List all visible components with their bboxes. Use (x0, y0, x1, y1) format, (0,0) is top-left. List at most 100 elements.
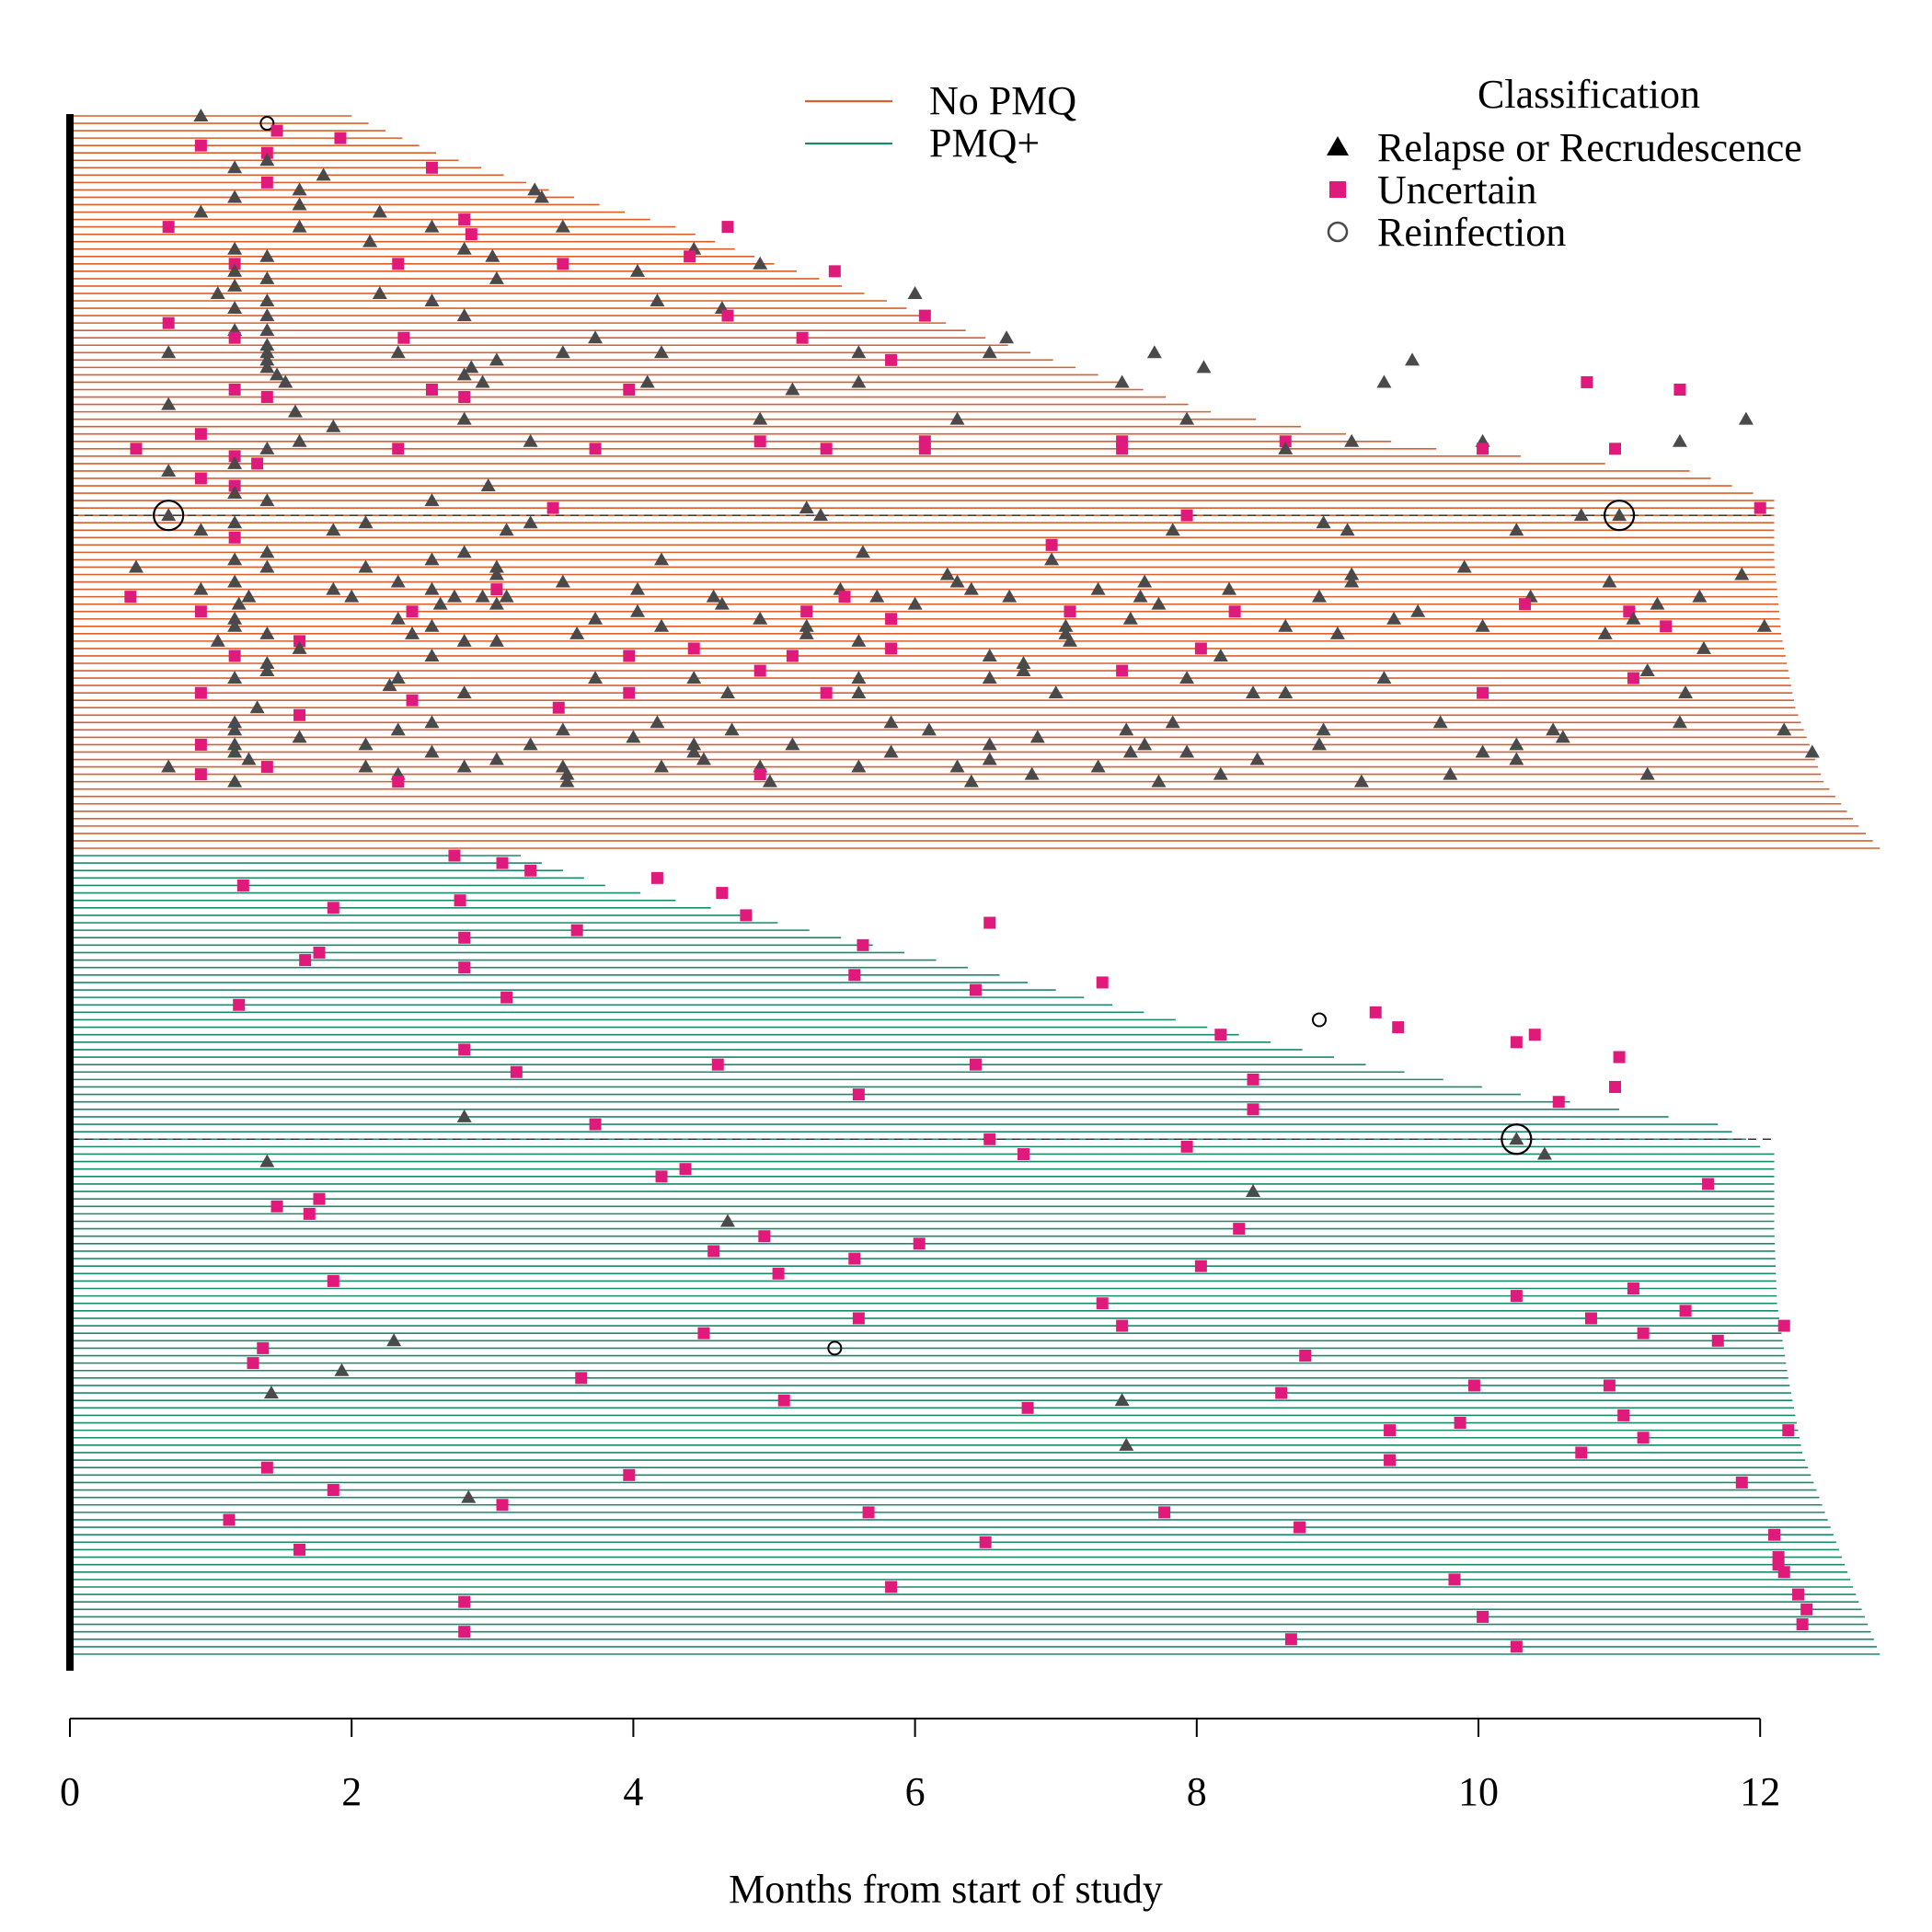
uncertain-marker (1247, 1073, 1259, 1086)
relapse-marker (724, 722, 740, 736)
relapse-marker (241, 589, 257, 603)
uncertain-marker (1045, 538, 1058, 551)
relapse-marker (1246, 1184, 1261, 1198)
relapse-marker (963, 774, 979, 788)
uncertain-marker (918, 309, 931, 322)
uncertain-marker (969, 1058, 982, 1071)
relapse-marker (1114, 1393, 1130, 1407)
highlight-ring (153, 500, 185, 532)
relapse-marker (382, 678, 397, 692)
relapse-marker (785, 382, 800, 396)
uncertain-marker (251, 457, 264, 470)
relapse-marker (372, 204, 387, 218)
relapse-marker (372, 285, 387, 299)
relapse-marker (227, 455, 243, 469)
uncertain-marker (800, 605, 813, 618)
relapse-marker (1311, 737, 1327, 751)
relapse-marker (1137, 737, 1153, 751)
uncertain-marker (327, 1274, 339, 1287)
uncertain-marker (684, 250, 696, 263)
relapse-marker (1114, 374, 1130, 388)
relapse-marker (883, 744, 899, 758)
legend-uncertain-symbol (1329, 181, 1346, 198)
relapse-marker (869, 589, 885, 603)
relapse-marker (1432, 715, 1448, 729)
relapse-marker (326, 419, 341, 432)
relapse-marker (1119, 1437, 1134, 1451)
relapse-marker (1376, 671, 1392, 684)
relapse-marker (1122, 744, 1138, 758)
uncertain-marker (983, 1133, 996, 1145)
relapse-marker (639, 374, 655, 388)
relapse-marker (1165, 715, 1180, 729)
uncertain-marker (1228, 605, 1241, 618)
uncertain-marker (1096, 976, 1109, 989)
relapse-marker (1386, 611, 1402, 625)
relapse-marker (292, 197, 307, 211)
uncertain-marker (1214, 1029, 1227, 1041)
uncertain-marker (1392, 1021, 1405, 1034)
relapse-marker (227, 552, 243, 566)
relapse-marker (1612, 508, 1627, 522)
relapse-marker (686, 737, 702, 751)
uncertain-marker (1754, 501, 1766, 514)
relapse-marker (523, 515, 538, 529)
relapse-marker (259, 345, 275, 359)
relapse-marker (1165, 523, 1180, 536)
relapse-marker (432, 596, 448, 610)
relapse-marker (1344, 567, 1360, 581)
relapse-marker (1246, 685, 1261, 699)
relapse-marker (456, 685, 472, 699)
relapse-marker (1340, 523, 1355, 536)
relapse-marker (489, 633, 504, 647)
relapse-marker (982, 737, 997, 751)
uncertain-marker (852, 1088, 865, 1101)
uncertain-marker (1454, 1417, 1466, 1430)
relapse-marker (982, 752, 997, 765)
uncertain-marker (1294, 1521, 1306, 1534)
uncertain-marker (1660, 620, 1673, 633)
relapse-marker (326, 581, 341, 595)
relapse-marker (259, 441, 275, 454)
uncertain-marker (194, 428, 207, 441)
uncertain-marker (1467, 1379, 1480, 1392)
follow-up-lines (70, 115, 1880, 1655)
uncertain-marker (334, 132, 347, 144)
relapse-marker (1029, 730, 1045, 743)
relapse-marker (714, 596, 730, 610)
relapse-marker (424, 618, 440, 632)
relapse-marker (259, 352, 275, 366)
uncertain-marker (327, 902, 339, 914)
relapse-marker (1475, 618, 1490, 632)
relapse-marker (405, 626, 420, 639)
relapse-marker (1329, 626, 1345, 639)
relapse-marker (1179, 744, 1195, 758)
uncertain-marker (557, 258, 569, 270)
uncertain-marker (1017, 1147, 1029, 1160)
reinfection-marker (1311, 1012, 1327, 1028)
relapse-marker (259, 248, 275, 262)
relapse-marker (1738, 411, 1754, 425)
uncertain-marker (1617, 1409, 1630, 1421)
relapse-marker (559, 774, 575, 788)
relapse-marker (629, 263, 645, 277)
x-tick-label: 0 (60, 1769, 80, 1814)
uncertain-marker (500, 991, 513, 1004)
uncertain-marker (1575, 1446, 1588, 1459)
x-tick-label: 4 (623, 1769, 643, 1814)
relapse-marker (1137, 574, 1153, 588)
uncertain-marker (1782, 1424, 1795, 1437)
relapse-marker (292, 182, 307, 196)
relapse-marker (799, 500, 814, 514)
uncertain-marker (233, 998, 246, 1011)
relapse-marker (1316, 722, 1331, 736)
relapse-marker (227, 722, 243, 736)
uncertain-marker (1477, 1610, 1489, 1623)
uncertain-marker (228, 258, 241, 270)
relapse-marker (1475, 744, 1490, 758)
uncertain-marker (711, 1058, 724, 1071)
relapse-marker (464, 360, 479, 374)
relapse-marker (1133, 589, 1148, 603)
relapse-marker (1090, 581, 1106, 595)
